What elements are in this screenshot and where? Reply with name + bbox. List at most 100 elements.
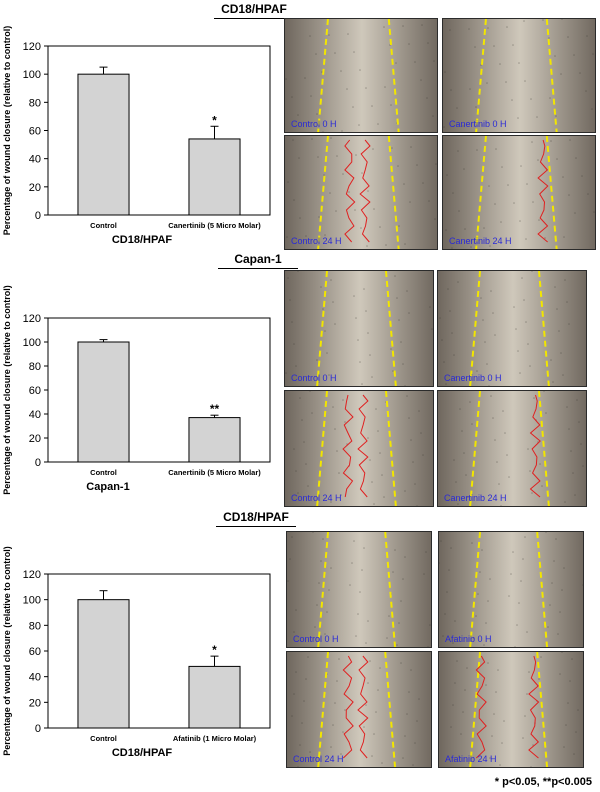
x-axis-title: CD18/HPAF xyxy=(112,747,173,759)
chart-1: Percentage of wound closure (relative to… xyxy=(2,26,271,246)
bar xyxy=(188,665,241,729)
migration-front-left xyxy=(342,655,354,759)
micrograph-3-control-0h: Control 0 H xyxy=(286,531,432,648)
section-2-header: Capan-1 xyxy=(218,252,298,269)
y-tick-label: 60 xyxy=(29,126,41,138)
x-category-label: Canertinib (5 Micro Molar) xyxy=(168,221,261,230)
significance-marker: * xyxy=(212,113,217,127)
y-tick-label: 40 xyxy=(29,672,41,684)
y-tick-label: 120 xyxy=(23,313,41,325)
micrograph-1-control-24h: Control 24 H xyxy=(284,135,438,250)
plot-frame xyxy=(47,573,271,729)
tissue-background xyxy=(439,532,583,647)
y-tick-label: 100 xyxy=(23,69,41,81)
y-tick-label: 0 xyxy=(35,210,41,222)
y-tick-label: 0 xyxy=(35,457,41,469)
migration-front-left xyxy=(342,394,354,498)
migration-front-right xyxy=(529,394,541,498)
micrograph-3-treated-24h: Afatinib 24 H xyxy=(438,651,584,768)
micrograph-1-control-24h-label: Control 24 H xyxy=(291,236,342,246)
section-3-header: CD18/HPAF xyxy=(216,510,296,527)
micrograph-2-treated-0h-label: Canertinib 0 H xyxy=(444,373,502,383)
y-tick-label: 80 xyxy=(29,97,41,109)
micrograph-2-control-0h-label: Control 0 H xyxy=(291,373,337,383)
y-tick-label: 120 xyxy=(23,569,41,581)
micrograph-2-control-24h-label: Control 24 H xyxy=(291,493,342,503)
micrograph-2-control-24h: Control 24 H xyxy=(284,390,434,507)
bar xyxy=(77,341,130,463)
micrograph-1-control-0h: Control 0 H xyxy=(284,18,438,133)
micrograph-3-treated-0h-label: Afatinib 0 H xyxy=(445,634,492,644)
tissue-background xyxy=(443,19,595,132)
y-tick-label: 120 xyxy=(23,41,41,53)
bar xyxy=(77,73,130,216)
x-category-label: Canertinib (5 Micro Molar) xyxy=(168,468,261,477)
section-2-header-rule xyxy=(218,268,298,269)
significance-footnote: * p<0.05, **p<0.005 xyxy=(494,776,592,788)
micrograph-1-treated-0h-label: Canertinib 0 H xyxy=(449,119,507,129)
micrograph-1-control-24h-scene xyxy=(285,136,437,249)
section-3-header-rule xyxy=(216,526,296,527)
y-axis-title: Percentage of wound closure (relative to… xyxy=(2,26,12,236)
y-tick-label: 60 xyxy=(29,646,41,658)
migration-front-right xyxy=(528,655,540,759)
section-1-header-rule xyxy=(214,18,294,19)
significance-marker: * xyxy=(212,643,217,657)
y-tick-label: 20 xyxy=(29,697,41,709)
y-tick-label: 100 xyxy=(23,595,41,607)
micrograph-2-treated-0h-scene xyxy=(438,271,586,386)
tissue-background xyxy=(443,136,595,249)
x-axis-title: CD18/HPAF xyxy=(112,234,173,246)
y-tick-label: 20 xyxy=(29,182,41,194)
migration-front-right xyxy=(537,139,549,243)
section-2-header-text: Capan-1 xyxy=(234,252,282,266)
y-tick-label: 100 xyxy=(23,337,41,349)
tissue-background xyxy=(439,652,583,767)
tissue-background xyxy=(285,271,433,386)
micrograph-1-treated-0h-scene xyxy=(443,19,595,132)
section-1-header: CD18/HPAF xyxy=(214,2,294,19)
bar xyxy=(77,599,130,729)
y-tick-label: 80 xyxy=(29,620,41,632)
migration-front-left xyxy=(475,655,487,759)
tissue-background xyxy=(285,136,437,249)
micrograph-3-treated-0h-scene xyxy=(439,532,583,647)
micrograph-2-treated-24h-label: Canertinib 24 H xyxy=(444,493,507,503)
y-tick-label: 40 xyxy=(29,154,41,166)
migration-front-right xyxy=(357,394,369,498)
chart-3: Percentage of wound closure (relative to… xyxy=(2,546,271,759)
chart-2: Percentage of wound closure (relative to… xyxy=(2,285,271,495)
micrograph-2-treated-0h: Canertinib 0 H xyxy=(437,270,587,387)
micrograph-2-control-0h: Control 0 H xyxy=(284,270,434,387)
migration-front-left xyxy=(344,139,356,243)
micrograph-1-treated-0h: Canertinib 0 H xyxy=(442,18,596,133)
tissue-background xyxy=(438,271,586,386)
micrograph-2-control-0h-scene xyxy=(285,271,433,386)
y-tick-label: 60 xyxy=(29,385,41,397)
x-category-label: Control xyxy=(90,734,117,743)
y-tick-label: 20 xyxy=(29,433,41,445)
tissue-background xyxy=(438,391,586,506)
plot-frame xyxy=(47,317,271,463)
micrograph-3-control-24h-label: Control 24 H xyxy=(293,754,344,764)
micrograph-3-control-0h-label: Control 0 H xyxy=(293,634,339,644)
micrograph-1-control-0h-scene xyxy=(285,19,437,132)
micrograph-3-control-0h-scene xyxy=(287,532,431,647)
bar xyxy=(188,138,241,216)
tissue-background xyxy=(285,19,437,132)
x-category-label: Control xyxy=(90,221,117,230)
micrograph-1-control-0h-label: Control 0 H xyxy=(291,119,337,129)
section-1-header-text: CD18/HPAF xyxy=(221,2,287,16)
micrograph-2-treated-24h-scene xyxy=(438,391,586,506)
micrograph-1-treated-24h-scene xyxy=(443,136,595,249)
y-tick-label: 0 xyxy=(35,723,41,735)
micrograph-3-control-24h-scene xyxy=(287,652,431,767)
micrograph-2-control-24h-scene xyxy=(285,391,433,506)
x-axis-title: Capan-1 xyxy=(86,481,129,493)
micrograph-1-treated-24h: Canertinib 24 H xyxy=(442,135,596,250)
x-category-label: Control xyxy=(90,468,117,477)
section-3-header-text: CD18/HPAF xyxy=(223,510,289,524)
y-axis-title: Percentage of wound closure (relative to… xyxy=(2,285,12,495)
bar xyxy=(188,417,241,463)
y-tick-label: 40 xyxy=(29,409,41,421)
